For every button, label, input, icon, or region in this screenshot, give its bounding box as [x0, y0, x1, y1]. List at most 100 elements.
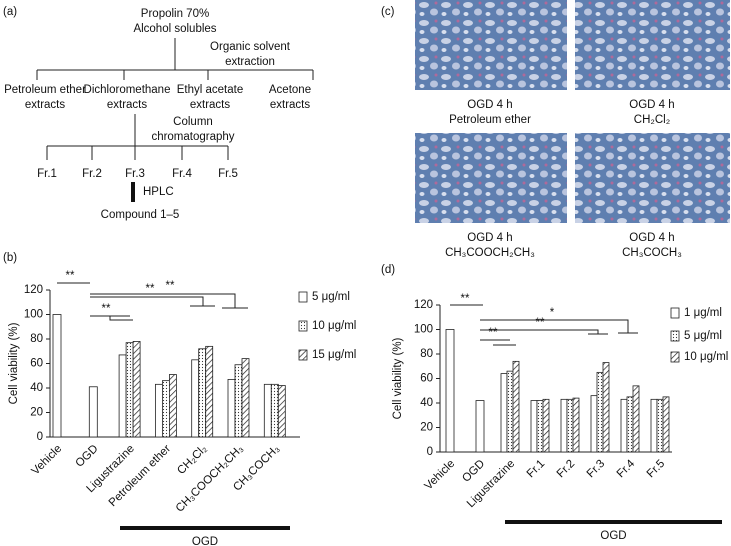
bar [506, 370, 514, 453]
micrograph [415, 0, 567, 90]
bar [277, 385, 286, 438]
step-label: Column [173, 116, 213, 128]
x-tick-label: Vehicle [30, 443, 65, 478]
bar [512, 360, 520, 453]
y-tick-label: 0 [37, 431, 43, 443]
panel-label: (d) [381, 264, 395, 276]
panel-label: (a) [3, 6, 17, 18]
y-tick-label: 40 [420, 397, 433, 409]
bar [241, 358, 250, 438]
x-tick-label: Fr.4 [615, 457, 638, 480]
bar [154, 383, 163, 438]
fraction-label: Fr.3 [125, 168, 145, 180]
bar [205, 345, 214, 438]
node-label: Alcohol solubles [133, 23, 216, 35]
caption: OGD 4 h [629, 232, 674, 244]
significance-bracket [90, 293, 248, 309]
y-axis-label: Cell viability (%) [8, 322, 20, 404]
bar [52, 314, 62, 438]
y-tick-label: 60 [30, 358, 43, 370]
micrograph [575, 0, 730, 90]
caption: CH₂Cl₂ [634, 114, 670, 126]
legend-label: 5 μg/ml [312, 291, 350, 303]
bar [475, 400, 485, 453]
bar [118, 354, 127, 438]
group-bar [120, 526, 290, 530]
bar [500, 373, 508, 453]
x-tick-label: Petroleum ether [107, 443, 173, 509]
x-tick-label: Fr.2 [555, 458, 577, 480]
significance-label: ** [461, 293, 470, 305]
x-tick-label: CH₂Cl₂ [175, 443, 209, 477]
bar [191, 359, 200, 438]
step-label: HPLC [143, 186, 174, 198]
x-tick-label: CH₃COOCH₂CH₃ [174, 443, 246, 515]
group-bar [505, 520, 722, 524]
legend-swatch [670, 307, 680, 319]
node-label: Compound 1–5 [101, 209, 180, 221]
step-label: extraction [225, 56, 275, 68]
y-tick-label: 120 [414, 299, 433, 311]
legend-swatch [670, 351, 680, 363]
legend-swatch [298, 291, 308, 303]
y-axis-label: Cell viability (%) [392, 337, 404, 419]
y-tick-label: 0 [427, 446, 433, 458]
y-tick-label: 80 [420, 348, 433, 360]
bar [602, 362, 610, 453]
bar [620, 398, 628, 453]
legend-swatch [298, 320, 308, 332]
bar [234, 364, 243, 438]
caption: CH₃COCH₃ [622, 247, 682, 259]
significance-label: ** [489, 327, 498, 339]
y-tick-label: 100 [414, 324, 433, 336]
bar [632, 385, 640, 453]
y-tick-label: 20 [420, 422, 433, 434]
bar [542, 398, 550, 453]
bar [662, 396, 670, 453]
caption: CH₃COOCH₂CH₃ [445, 247, 535, 259]
y-tick-label: 40 [30, 382, 43, 394]
significance-bracket [480, 319, 638, 334]
significance-bracket [480, 329, 608, 335]
node-label: extracts [25, 99, 66, 111]
significance-label: ** [536, 317, 545, 329]
legend-label: 10 μg/ml [684, 351, 728, 363]
bar [168, 374, 177, 438]
caption: Petroleum ether [449, 114, 531, 126]
bar [656, 398, 664, 453]
node-label: Acetone [269, 84, 311, 96]
micrograph [575, 133, 730, 223]
significance-label: * [550, 307, 555, 319]
connector [46, 114, 229, 160]
bar [536, 400, 544, 453]
step-label: Organic solvent [210, 41, 291, 53]
bar [650, 398, 658, 453]
y-tick-label: 20 [30, 407, 43, 419]
node-label: extracts [270, 99, 311, 111]
flow-diagram: Propolin 70% Alcohol solubles Organic so… [4, 8, 314, 221]
legend-label: 10 μg/ml [312, 320, 356, 332]
legend-swatch [298, 349, 308, 361]
connector [36, 38, 314, 80]
y-tick-label: 60 [420, 373, 433, 385]
significance-label: ** [102, 303, 111, 315]
significance-label: ** [66, 270, 75, 282]
node-label: Ethyl acetate [177, 84, 243, 96]
node-label: extracts [190, 99, 231, 111]
node-label: Petroleum ether [4, 84, 86, 96]
bar [198, 348, 207, 438]
bar [263, 383, 272, 438]
caption: OGD 4 h [467, 99, 512, 111]
node-label: Dichloromethane [84, 84, 171, 96]
significance-bracket [90, 315, 133, 321]
significance-label: ** [166, 280, 175, 292]
group-label: OGD [600, 530, 626, 542]
fraction-label: Fr.2 [82, 168, 102, 180]
hplc-bar [131, 182, 135, 202]
significance-label: ** [146, 283, 155, 295]
bar [132, 341, 141, 438]
micrographs: OGD 4 h Petroleum ether OGD 4 h CH₂Cl₂ O… [415, 0, 730, 259]
bar [596, 371, 604, 453]
bar [227, 379, 236, 438]
bar [530, 400, 538, 453]
